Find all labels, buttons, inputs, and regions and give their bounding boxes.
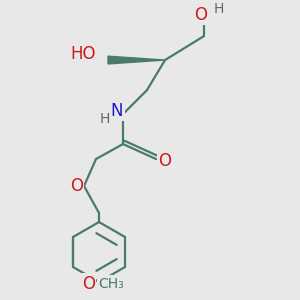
Text: HO: HO [70, 45, 96, 63]
Text: H: H [100, 112, 110, 125]
Polygon shape [108, 56, 165, 64]
Text: O: O [70, 177, 83, 195]
Text: H: H [214, 2, 224, 16]
Text: O: O [158, 152, 172, 169]
Text: N: N [111, 102, 123, 120]
Text: CH₃: CH₃ [98, 277, 124, 290]
Text: O: O [82, 274, 95, 292]
Text: O: O [194, 6, 208, 24]
